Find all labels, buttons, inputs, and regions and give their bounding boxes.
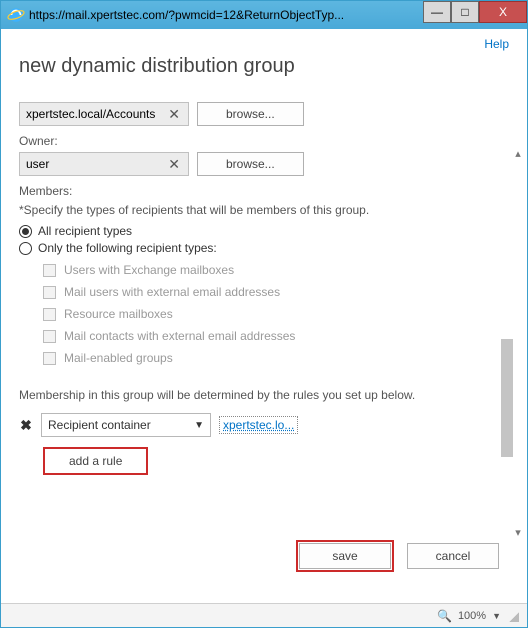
type-checkbox	[43, 308, 56, 321]
rule-row: ✖ Recipient container ▼ xpertstec.lo...	[19, 413, 513, 437]
content-area: Help new dynamic distribution group xper…	[1, 29, 527, 603]
maximize-button[interactable]: □	[451, 1, 479, 23]
rule-remove-icon[interactable]: ✖	[19, 417, 33, 434]
owner-value: user	[26, 157, 49, 171]
path-clear-icon[interactable]: ✕	[166, 106, 182, 123]
zoom-level: 100%	[458, 610, 486, 622]
status-bar: 🔍 100% ▼	[1, 603, 527, 627]
type-checkbox	[43, 286, 56, 299]
type-row: Resource mailboxes	[43, 307, 513, 321]
recipient-types-list: Users with Exchange mailboxes Mail users…	[43, 263, 513, 365]
close-button[interactable]: X	[479, 1, 527, 23]
owner-field[interactable]: user ✕	[19, 152, 189, 176]
type-label: Users with Exchange mailboxes	[64, 263, 234, 277]
radio-only-label: Only the following recipient types:	[38, 241, 217, 255]
rule-condition-combo[interactable]: Recipient container ▼	[41, 413, 211, 437]
members-note: *Specify the types of recipients that wi…	[19, 202, 513, 218]
type-row: Mail-enabled groups	[43, 351, 513, 365]
path-field[interactable]: xpertstec.local/Accounts ✕	[19, 102, 189, 126]
combo-value: Recipient container	[48, 418, 151, 432]
footer-buttons: save cancel	[299, 543, 499, 569]
type-checkbox	[43, 352, 56, 365]
owner-browse-button[interactable]: browse...	[197, 152, 304, 176]
path-row: xpertstec.local/Accounts ✕ browse...	[19, 102, 513, 126]
resize-grip-icon[interactable]	[507, 610, 519, 622]
window-controls: — □ X	[423, 1, 527, 23]
chevron-down-icon: ▼	[194, 420, 204, 431]
window-url: https://mail.xpertstec.com/?pwmcid=12&Re…	[29, 8, 423, 22]
cancel-button[interactable]: cancel	[407, 543, 499, 569]
path-value: xpertstec.local/Accounts	[26, 107, 155, 121]
type-label: Mail contacts with external email addres…	[64, 329, 295, 343]
members-label: Members:	[19, 184, 513, 198]
add-rule-button[interactable]: add a rule	[43, 447, 148, 475]
owner-clear-icon[interactable]: ✕	[166, 156, 182, 173]
type-label: Mail-enabled groups	[64, 351, 173, 365]
help-link[interactable]: Help	[484, 37, 509, 51]
type-row: Mail contacts with external email addres…	[43, 329, 513, 343]
minimize-button[interactable]: —	[423, 1, 451, 23]
outer-scrollbar[interactable]: ▴ ▾	[511, 147, 525, 539]
popup-window: https://mail.xpertstec.com/?pwmcid=12&Re…	[0, 0, 528, 628]
radio-all-row[interactable]: All recipient types	[19, 224, 513, 238]
type-label: Mail users with external email addresses	[64, 285, 280, 299]
ie-icon	[7, 6, 25, 24]
path-browse-button[interactable]: browse...	[197, 102, 304, 126]
type-checkbox	[43, 264, 56, 277]
zoom-dropdown-icon[interactable]: ▼	[492, 611, 501, 621]
scroll-up-icon[interactable]: ▴	[515, 147, 521, 160]
save-button[interactable]: save	[299, 543, 391, 569]
radio-all-label: All recipient types	[38, 224, 132, 238]
zoom-icon[interactable]: 🔍	[437, 609, 452, 623]
owner-row: user ✕ browse...	[19, 152, 513, 176]
type-checkbox	[43, 330, 56, 343]
radio-only[interactable]	[19, 242, 32, 255]
type-row: Users with Exchange mailboxes	[43, 263, 513, 277]
rule-value-link[interactable]: xpertstec.lo...	[219, 416, 298, 434]
page-title: new dynamic distribution group	[19, 55, 513, 78]
rules-intro: Membership in this group will be determi…	[19, 387, 439, 403]
scroll-down-icon[interactable]: ▾	[515, 526, 521, 539]
titlebar: https://mail.xpertstec.com/?pwmcid=12&Re…	[1, 1, 527, 29]
radio-only-row[interactable]: Only the following recipient types:	[19, 241, 513, 255]
owner-label: Owner:	[19, 134, 513, 148]
type-label: Resource mailboxes	[64, 307, 173, 321]
type-row: Mail users with external email addresses	[43, 285, 513, 299]
radio-all[interactable]	[19, 225, 32, 238]
